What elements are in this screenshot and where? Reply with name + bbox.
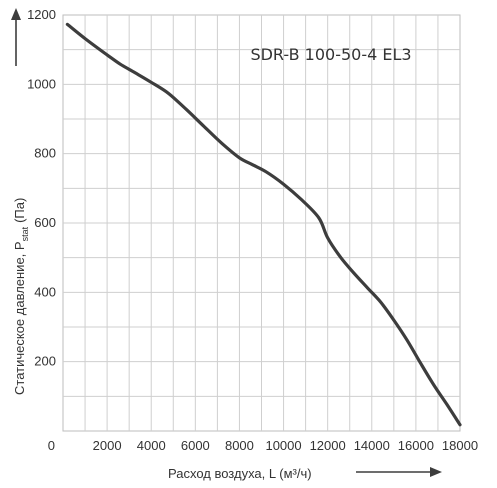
x-tick-label: 18000 [442, 438, 478, 453]
y-tick-label: 0 [48, 438, 55, 453]
y-tick-label: 600 [34, 215, 56, 230]
y-tick-label: 800 [34, 146, 56, 161]
fan-curve-line [65, 22, 462, 427]
x-tick-label: 8000 [225, 438, 254, 453]
y-axis-label: Статическое давление, Pstat (Па) [12, 198, 30, 395]
x-axis-arrow [356, 467, 442, 477]
y-tick-label: 1000 [27, 76, 56, 91]
y-tick-label: 200 [34, 354, 56, 369]
y-tick-label: 400 [34, 284, 56, 299]
x-tick-label: 14000 [354, 438, 390, 453]
y-axis-label-main: Статическое давление, P [12, 241, 27, 395]
x-tick-label: 16000 [398, 438, 434, 453]
y-axis-label-subscript: stat [20, 226, 30, 241]
chart-title: SDR-B 100-50-4 EL3 [250, 45, 411, 64]
x-tick-label: 6000 [181, 438, 210, 453]
x-tick-label: 10000 [265, 438, 301, 453]
x-tick-labels: 2000 4000 6000 8000 10000 12000 14000 16000 1800… [93, 438, 478, 453]
x-axis-label: Расход воздуха, L (м³/ч) [168, 466, 312, 481]
y-tick-label: 1200 [27, 7, 56, 22]
x-tick-label: 2000 [93, 438, 122, 453]
grid-lines [63, 15, 460, 431]
y-axis-arrow [11, 8, 21, 66]
y-tick-labels: 0 200 400 600 800 1000 1200 [27, 7, 56, 453]
y-axis-label-unit: (Па) [12, 198, 27, 223]
x-tick-label: 12000 [310, 438, 346, 453]
x-tick-label: 4000 [137, 438, 166, 453]
y-axis-label-group: Статическое давление, Pstat (Па) [12, 198, 30, 395]
